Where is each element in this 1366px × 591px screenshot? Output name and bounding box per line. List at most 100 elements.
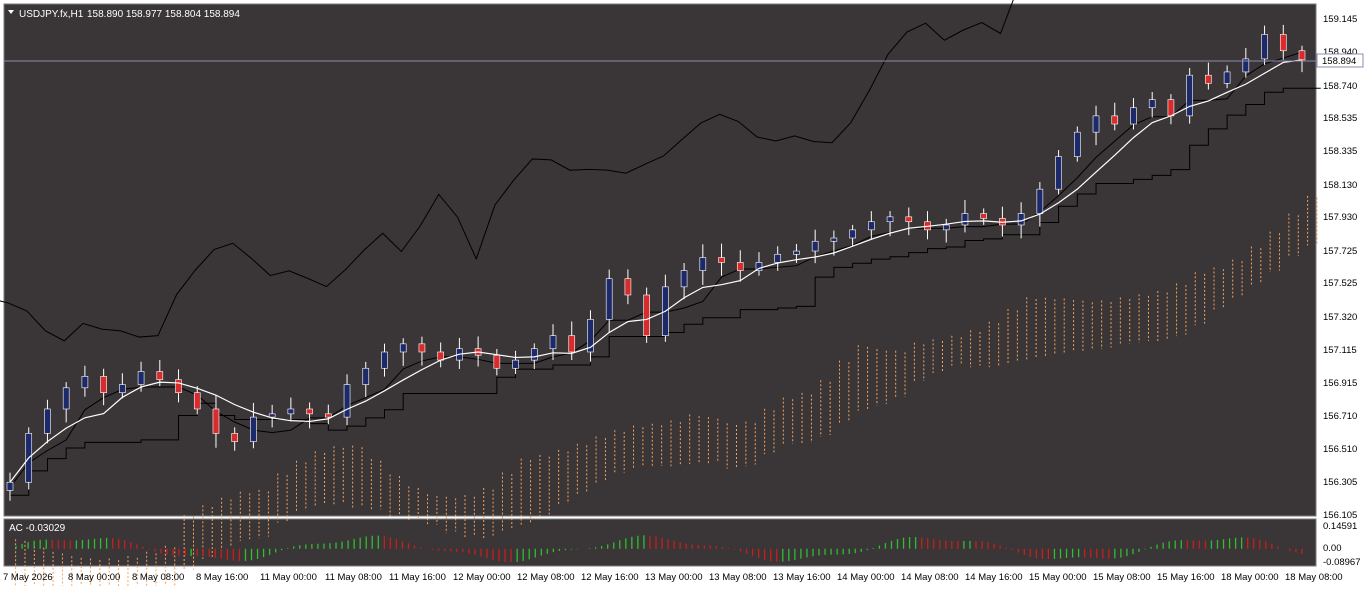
time-label: 8 May 16:00 [196,572,248,583]
candle-body [718,257,725,263]
candle-body [624,278,632,296]
time-label: 14 May 00:00 [837,572,895,583]
time-label: 12 May 08:00 [517,572,575,583]
candle-body [1205,74,1212,84]
main-plot-area[interactable] [3,3,1317,517]
tenkan-sen-line [9,51,1303,488]
candle-body [81,376,89,389]
time-label: 11 May 16:00 [389,572,446,583]
dropdown-triangle-icon[interactable] [8,10,14,14]
price-label: 157.525 [1323,278,1357,289]
candle-body [1242,58,1250,73]
price-label: 156.510 [1323,444,1357,455]
ma-line [9,59,1303,483]
time-label: 12 May 00:00 [453,572,511,583]
price-label: 156.710 [1323,411,1357,422]
time-label: 8 May 00:00 [68,572,120,583]
candle-body [961,213,969,226]
candle-body [6,481,14,491]
price-label: 157.725 [1323,246,1357,257]
candle-body [1261,34,1268,60]
time-label: 13 May 08:00 [709,572,767,583]
price-label: 158.535 [1323,113,1357,124]
candle-body [1055,156,1062,190]
current-price-tag [1316,53,1364,68]
candle-body [980,213,987,219]
candle-body [381,351,388,369]
candle-body [119,384,126,393]
price-label: 156.105 [1323,510,1357,521]
candle-body [62,387,70,410]
ac-scale-label: -0.08967 [1323,557,1361,568]
candle-body [493,354,501,369]
time-label: 15 May 08:00 [1093,572,1151,583]
candle-body [868,221,875,231]
candle-body [1279,34,1287,52]
candle-body [1130,107,1137,125]
price-axis[interactable]: 159.145 158.940 158.740 158.535 158.335 … [1323,14,1357,521]
candle-body [1186,74,1193,117]
time-label: 7 May 2026 [3,572,53,583]
candle-body [830,237,838,242]
moving-average-line [9,59,1303,483]
candle-body [325,413,332,418]
time-label: 13 May 00:00 [645,572,703,583]
candle-body [1167,99,1175,117]
price-label: 158.740 [1323,81,1357,92]
time-axis[interactable]: 7 May 2026 8 May 00:00 8 May 08:00 8 May… [3,572,1343,583]
price-label: 159.145 [1323,14,1357,25]
kijun-sen-line [10,87,1321,496]
candle-body [1111,115,1119,125]
candle-body [1148,99,1156,109]
ohlc-label: 158.890 158.977 158.804 158.894 [87,9,240,20]
candle-body [1223,71,1231,84]
time-label: 13 May 16:00 [773,572,831,583]
time-label: 8 May 08:00 [132,572,184,583]
candle-body [755,262,763,271]
candle-body [1074,131,1081,157]
time-label: 11 May 08:00 [325,572,382,583]
ichimoku-lines [0,0,1321,496]
time-label: 18 May 00:00 [1221,572,1279,583]
ac-scale-label: 0.14591 [1323,521,1357,532]
candle-body [886,216,894,223]
ac-indicator-label: AC -0.03029 [9,523,66,534]
candle-body [287,408,295,415]
candle-body [793,250,800,255]
candle-body [680,270,688,288]
time-label: 15 May 16:00 [1157,572,1215,583]
candle-body [605,278,613,320]
candle-body [175,379,182,393]
candle-body [512,359,519,369]
candle-body [212,408,220,434]
candle-body [362,367,370,385]
candle-body [399,343,407,353]
candle-body [137,371,145,385]
time-label: 14 May 08:00 [901,572,959,583]
candle-body [100,376,107,393]
price-label: 157.930 [1323,212,1357,223]
candle-body [699,257,707,271]
candle-body [942,224,950,231]
candle-body [643,294,650,337]
price-label: 157.320 [1323,312,1357,323]
candle-body [549,335,557,350]
time-label: 15 May 00:00 [1029,572,1087,583]
candle-body [1036,188,1044,214]
candle-body [250,416,257,442]
kumo-cloud [15,195,1318,591]
candle-body [156,371,164,380]
candle-body [568,335,576,353]
ac-histogram [15,535,1303,563]
ac-scale-label: 0.00 [1323,543,1342,554]
candle-body [44,408,51,434]
candle-body [530,348,538,361]
chikou-span-line [0,0,1014,342]
candle-body [306,408,313,415]
ac-subwindow[interactable] [3,518,1317,567]
price-label: 156.305 [1323,477,1357,488]
candle-body [587,319,594,353]
candle-body [1298,50,1306,61]
